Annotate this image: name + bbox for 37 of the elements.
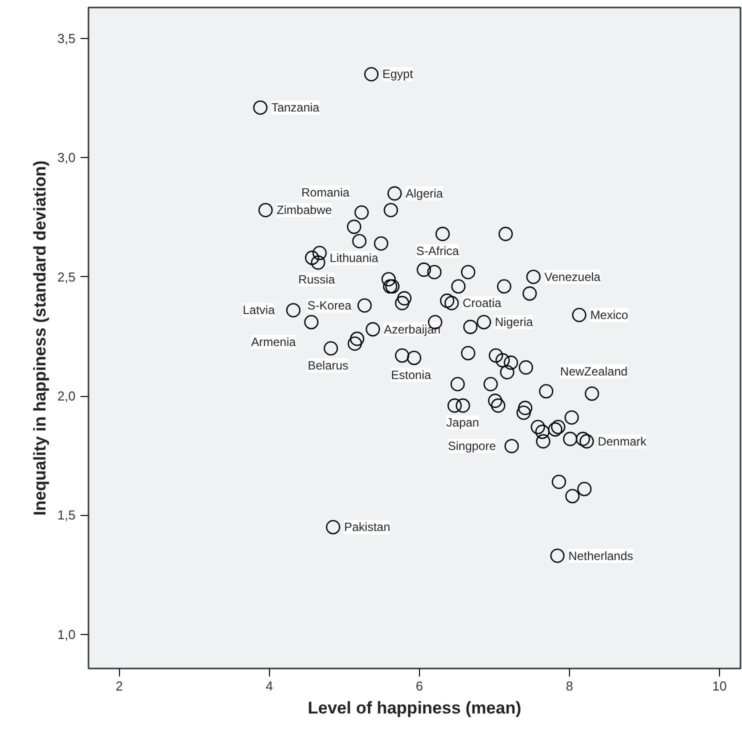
annotation: Azerbaijan	[384, 322, 441, 336]
x-tick-label: 10	[712, 678, 727, 694]
x-tick-label: 4	[266, 678, 273, 694]
annotation: Belarus	[308, 358, 348, 372]
annotation: Zimbabwe	[276, 203, 332, 218]
x-tick-label: 8	[566, 678, 574, 694]
annotation: Mexico	[590, 308, 629, 322]
annotation: Estonia	[391, 368, 432, 382]
annotation: Algeria	[406, 186, 444, 200]
annotation: S-Africa	[416, 244, 460, 258]
x-axis-title: Level of happiness (mean)	[308, 698, 522, 718]
annotation: Romania	[301, 186, 350, 200]
annotation: Lithuania	[330, 251, 379, 266]
annotation: Latvia	[242, 303, 276, 318]
annotation: Croatia	[462, 296, 502, 310]
y-tick-label: 3,0	[57, 150, 76, 166]
y-tick-label: 2,5	[57, 269, 76, 284]
annotation: Armenia	[251, 335, 296, 350]
annotation: Russia	[298, 272, 336, 287]
annotation: Nigeria	[494, 315, 534, 330]
annotation: Japan	[446, 416, 480, 430]
annotation: Pakistan	[344, 520, 390, 534]
annotation: Netherlands	[568, 548, 634, 563]
y-axis-title: Inequality in happiness (standard deviation)	[30, 160, 50, 516]
annotation: Venezuela	[544, 270, 601, 284]
x-tick-label: 6	[416, 678, 423, 694]
y-tick-label: 3,5	[57, 30, 76, 46]
y-tick-label: 2,0	[57, 388, 76, 404]
y-tick-label: 1,0	[57, 626, 76, 642]
annotation: Egypt	[382, 67, 414, 82]
x-tick-label: 2	[116, 678, 123, 694]
annotation: Singpore	[448, 439, 496, 454]
annotation: Denmark	[598, 434, 648, 448]
annotation: NewZealand	[560, 364, 628, 378]
annotation: S-Korea	[307, 298, 352, 312]
annotation: Tanzania	[271, 100, 320, 115]
y-tick-label: 1,5	[57, 508, 76, 523]
